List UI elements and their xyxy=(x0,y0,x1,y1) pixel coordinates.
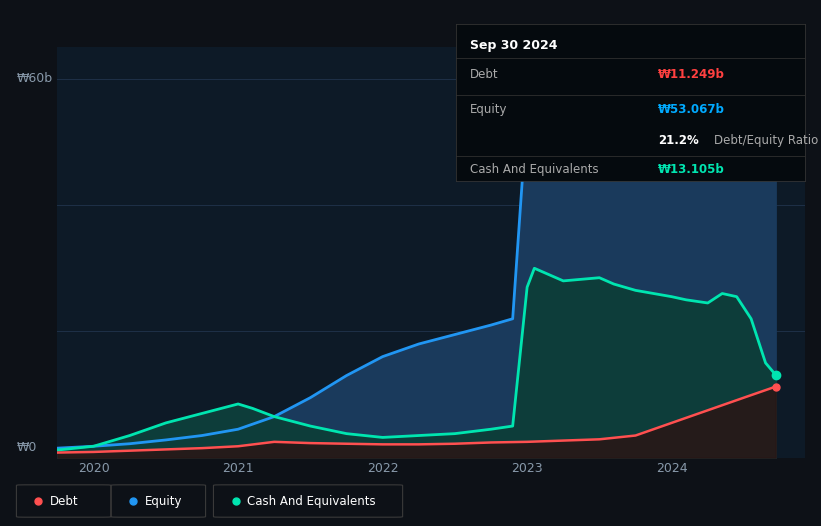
Text: Debt/Equity Ratio: Debt/Equity Ratio xyxy=(713,134,818,147)
Text: Sep 30 2024: Sep 30 2024 xyxy=(470,39,557,53)
Text: Cash And Equivalents: Cash And Equivalents xyxy=(247,494,376,508)
Text: ₩0: ₩0 xyxy=(16,440,37,453)
Text: Equity: Equity xyxy=(144,494,182,508)
Text: ₩13.105b: ₩13.105b xyxy=(658,163,725,176)
Text: ₩53.067b: ₩53.067b xyxy=(658,103,725,116)
Text: Debt: Debt xyxy=(50,494,79,508)
Text: 21.2%: 21.2% xyxy=(658,134,699,147)
Text: ₩60b: ₩60b xyxy=(16,73,53,85)
Text: Equity: Equity xyxy=(470,103,507,116)
Text: ₩11.249b: ₩11.249b xyxy=(658,68,725,81)
Text: Debt: Debt xyxy=(470,68,498,81)
Text: Cash And Equivalents: Cash And Equivalents xyxy=(470,163,599,176)
